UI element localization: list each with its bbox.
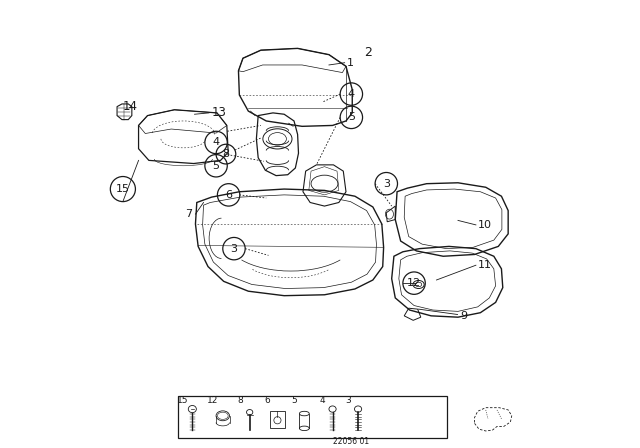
Bar	[178, 396, 447, 438]
Text: 3: 3	[230, 244, 237, 254]
Text: 1: 1	[347, 58, 354, 68]
Text: 15: 15	[177, 396, 188, 405]
Text: 7: 7	[185, 209, 192, 219]
Text: 6: 6	[225, 190, 232, 200]
Text: 14: 14	[123, 100, 138, 113]
Bar	[270, 411, 285, 428]
Text: 11: 11	[477, 260, 492, 270]
Text: 12: 12	[407, 278, 421, 288]
Text: 5: 5	[292, 396, 298, 405]
Text: 8: 8	[222, 149, 230, 159]
Text: 12: 12	[207, 396, 219, 405]
Text: 8: 8	[237, 396, 243, 405]
Text: 13: 13	[212, 106, 227, 120]
Text: 9: 9	[460, 311, 467, 321]
Text: 4: 4	[212, 138, 220, 147]
Text: 3: 3	[383, 179, 390, 189]
Text: 3: 3	[346, 396, 351, 405]
Text: 4: 4	[320, 396, 326, 405]
Text: 22056 01: 22056 01	[333, 437, 369, 446]
Text: 4: 4	[348, 89, 355, 99]
Text: 2: 2	[364, 46, 372, 60]
Text: 15: 15	[116, 184, 130, 194]
Text: 6: 6	[265, 396, 271, 405]
Text: 10: 10	[477, 220, 492, 230]
Text: 5: 5	[212, 161, 220, 171]
Text: 5: 5	[348, 112, 355, 122]
